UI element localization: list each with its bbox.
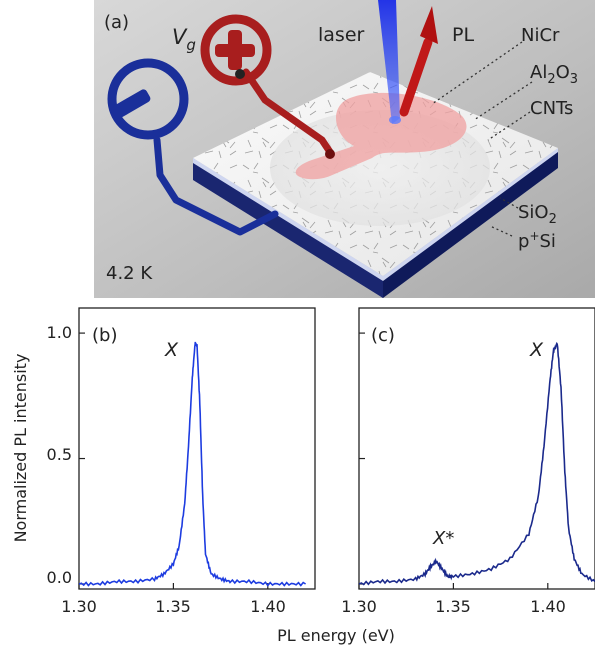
panel-b-spectrum-line-0 xyxy=(78,341,307,587)
laser-label: laser xyxy=(318,24,365,46)
substrate-right-side xyxy=(383,150,558,298)
nicr-leader xyxy=(431,41,523,105)
psi-leader xyxy=(489,225,513,237)
b-x-tick-label-1-35: 1.35 xyxy=(155,597,191,616)
b-x-tick-label-1-30: 1.30 xyxy=(61,597,97,616)
panel-a-label: (a) xyxy=(104,12,129,33)
gate-contact xyxy=(325,149,335,159)
p-si-label: p+Si xyxy=(518,229,556,252)
sio2-label: SiO2 xyxy=(518,202,557,227)
panel-b-chart: (b) X 0.0 0.5 1.0 1.30 1.35 1.40 xyxy=(47,307,316,616)
y-tick-label-0-5: 0.5 xyxy=(47,445,72,464)
cnts-leader xyxy=(487,111,531,141)
gate-voltage-label: Vg xyxy=(172,25,196,54)
gate-wire-negative xyxy=(153,136,279,236)
nicr-label: NiCr xyxy=(521,25,560,46)
temperature-label: 4.2 K xyxy=(106,263,153,284)
y-tick-label-0: 0.0 xyxy=(47,568,72,587)
panel-c-chart: (c) X X* 1.30 1.35 1.40 xyxy=(341,307,595,616)
panel-c-trion-label: X* xyxy=(432,528,454,549)
substrate-left-side xyxy=(193,160,383,298)
panel-c-plot-area xyxy=(358,332,595,589)
panel-a-illustration: (a) Vg laser PL NiCr Al2O3 CNTs SiO2 p+S… xyxy=(94,0,595,298)
terminal-screw xyxy=(235,69,245,79)
panel-c-peak-label: X xyxy=(529,339,544,361)
pl-beam xyxy=(399,37,433,117)
laser-spot xyxy=(389,116,401,124)
panel-c-spectrum-line-0 xyxy=(358,341,595,586)
panel-b-peak-label: X xyxy=(164,339,179,361)
y-tick-label-1: 1.0 xyxy=(47,323,72,342)
c-x-tick-label-1-35: 1.35 xyxy=(435,597,471,616)
negative-terminal-ring xyxy=(107,58,189,140)
pl-arrowhead xyxy=(420,6,438,44)
positive-terminal-ring xyxy=(200,14,272,86)
al2o3-label: Al2O3 xyxy=(530,62,578,87)
gate-wire-positive xyxy=(242,68,334,156)
leader-lines xyxy=(431,41,533,237)
panel-c-frame xyxy=(358,307,595,590)
y-axis-title: Normalized PL intensity xyxy=(11,354,30,543)
minus-sign xyxy=(111,89,151,119)
al2o3-leader xyxy=(473,81,533,121)
laser-beam xyxy=(378,0,400,124)
panel-b-frame xyxy=(78,307,316,590)
sio2-leader xyxy=(499,197,519,209)
plus-sign-horizontal xyxy=(215,44,255,57)
c-x-tick-label-1-30: 1.30 xyxy=(341,597,377,616)
cnts-label: CNTs xyxy=(530,98,573,119)
panel-c-label: (c) xyxy=(371,325,395,346)
panel-b-plot-area xyxy=(78,332,307,589)
c-x-tick-label-1-40: 1.40 xyxy=(530,597,566,616)
nicr-electrode xyxy=(295,92,467,180)
x-axis-title: PL energy (eV) xyxy=(277,626,395,645)
pl-label: PL xyxy=(452,24,474,46)
b-x-tick-label-1-40: 1.40 xyxy=(250,597,286,616)
panel-b-label: (b) xyxy=(92,325,117,346)
